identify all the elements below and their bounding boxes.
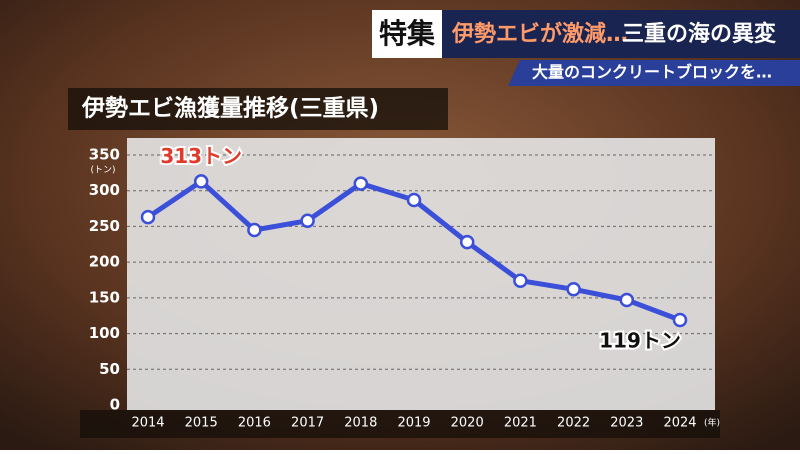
x-tick-label: 2014 (131, 416, 164, 431)
y-tick-label: 300 (89, 181, 120, 199)
title-box (68, 88, 448, 130)
x-tick-label: 2016 (238, 416, 271, 431)
x-tick-label: 2018 (344, 416, 377, 431)
sub-bar (508, 60, 800, 86)
data-point (193, 174, 209, 189)
x-tick-label: 2019 (397, 416, 430, 431)
headline-bar (442, 10, 800, 58)
y-tick-label: 0 (110, 396, 120, 414)
x-tick-label: 2017 (291, 416, 324, 431)
y-tick-label: 350 (89, 146, 120, 164)
x-tick-label: 2022 (557, 416, 590, 431)
x-tick-label: 2021 (504, 416, 537, 431)
y-tick-label: 250 (89, 217, 120, 235)
y-tick-label: 150 (89, 288, 120, 306)
y-tick-label: 100 (89, 324, 120, 342)
data-point (619, 292, 635, 308)
data-label: 119トン (599, 329, 681, 353)
data-point (672, 312, 688, 328)
data-label: 313トン (160, 144, 242, 168)
x-axis-unit: (年) (704, 417, 720, 429)
plot-area (127, 138, 715, 410)
headline-a: 伊勢エビが激減… (451, 21, 628, 47)
tag: 特集 (379, 17, 435, 50)
data-point (459, 234, 475, 250)
data-point (300, 213, 315, 228)
y-tick-label: 50 (99, 360, 120, 378)
headline-b: 三重の海の異変 (622, 21, 776, 47)
data-point (247, 222, 262, 238)
data-point (353, 176, 369, 191)
x-tick-label: 2015 (185, 416, 218, 431)
x-tick-label: 2023 (610, 416, 643, 431)
chart-title: 伊勢エビ漁獲量推移(三重県) (81, 95, 379, 122)
data-point (140, 209, 156, 225)
x-tick-label: 2020 (451, 416, 484, 431)
x-axis-band (80, 410, 720, 438)
y-tick-label: 200 (89, 253, 120, 271)
y-axis-unit: (トン) (90, 166, 115, 176)
data-point (406, 192, 422, 208)
data-point (513, 273, 528, 288)
x-tick-label: 2024 (663, 416, 696, 431)
subheadline: 大量のコンクリートブロックを… (532, 63, 772, 82)
data-point (566, 282, 581, 297)
tag-box (372, 10, 442, 58)
